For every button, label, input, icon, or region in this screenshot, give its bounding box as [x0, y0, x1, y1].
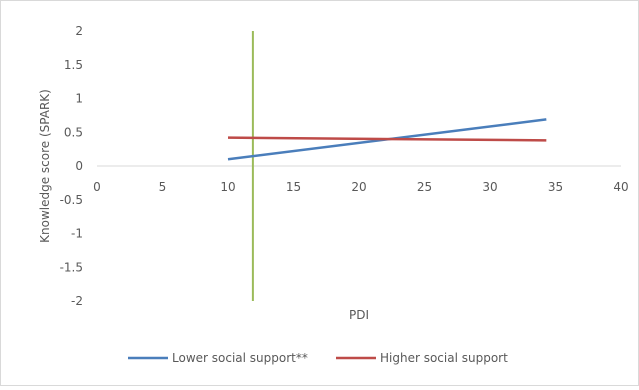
- x-axis-label: PDI: [349, 308, 369, 322]
- y-tick-label: 1: [75, 92, 83, 106]
- y-tick-label: 0: [75, 159, 83, 173]
- y-tick-label: -1.5: [60, 260, 83, 274]
- x-tick-label: 40: [613, 180, 628, 194]
- series-line-2: [227, 136, 547, 142]
- y-tick-label: -1: [71, 227, 83, 241]
- x-tick-label: 0: [93, 180, 101, 194]
- x-tick-label: 35: [548, 180, 563, 194]
- y-tick-label: 2: [75, 24, 83, 38]
- x-tick-label: 20: [351, 180, 366, 194]
- x-tick-label: 10: [220, 180, 235, 194]
- legend-label-1: Lower social support**: [172, 351, 308, 365]
- x-tick-label: 5: [159, 180, 167, 194]
- x-tick-label: 25: [417, 180, 432, 194]
- x-tick-label: 30: [482, 180, 497, 194]
- y-tick-label: 0.5: [64, 125, 83, 139]
- series-lines: [227, 118, 547, 161]
- legend: Lower social support** Higher social supp…: [128, 351, 508, 365]
- x-tick-label: 15: [286, 180, 301, 194]
- legend-label-2: Higher social support: [380, 351, 508, 365]
- y-tick-label: 1.5: [64, 58, 83, 72]
- x-tick-labels: 0 5 10 15 20 25 30 35 40: [93, 180, 628, 194]
- y-tick-labels: -2 -1.5 -1 -0.5 0 0.5 1 1.5 2: [60, 24, 83, 308]
- y-tick-label: -2: [71, 294, 83, 308]
- y-axis-label: Knowledge score (SPARK): [38, 89, 52, 243]
- y-tick-label: -0.5: [60, 193, 83, 207]
